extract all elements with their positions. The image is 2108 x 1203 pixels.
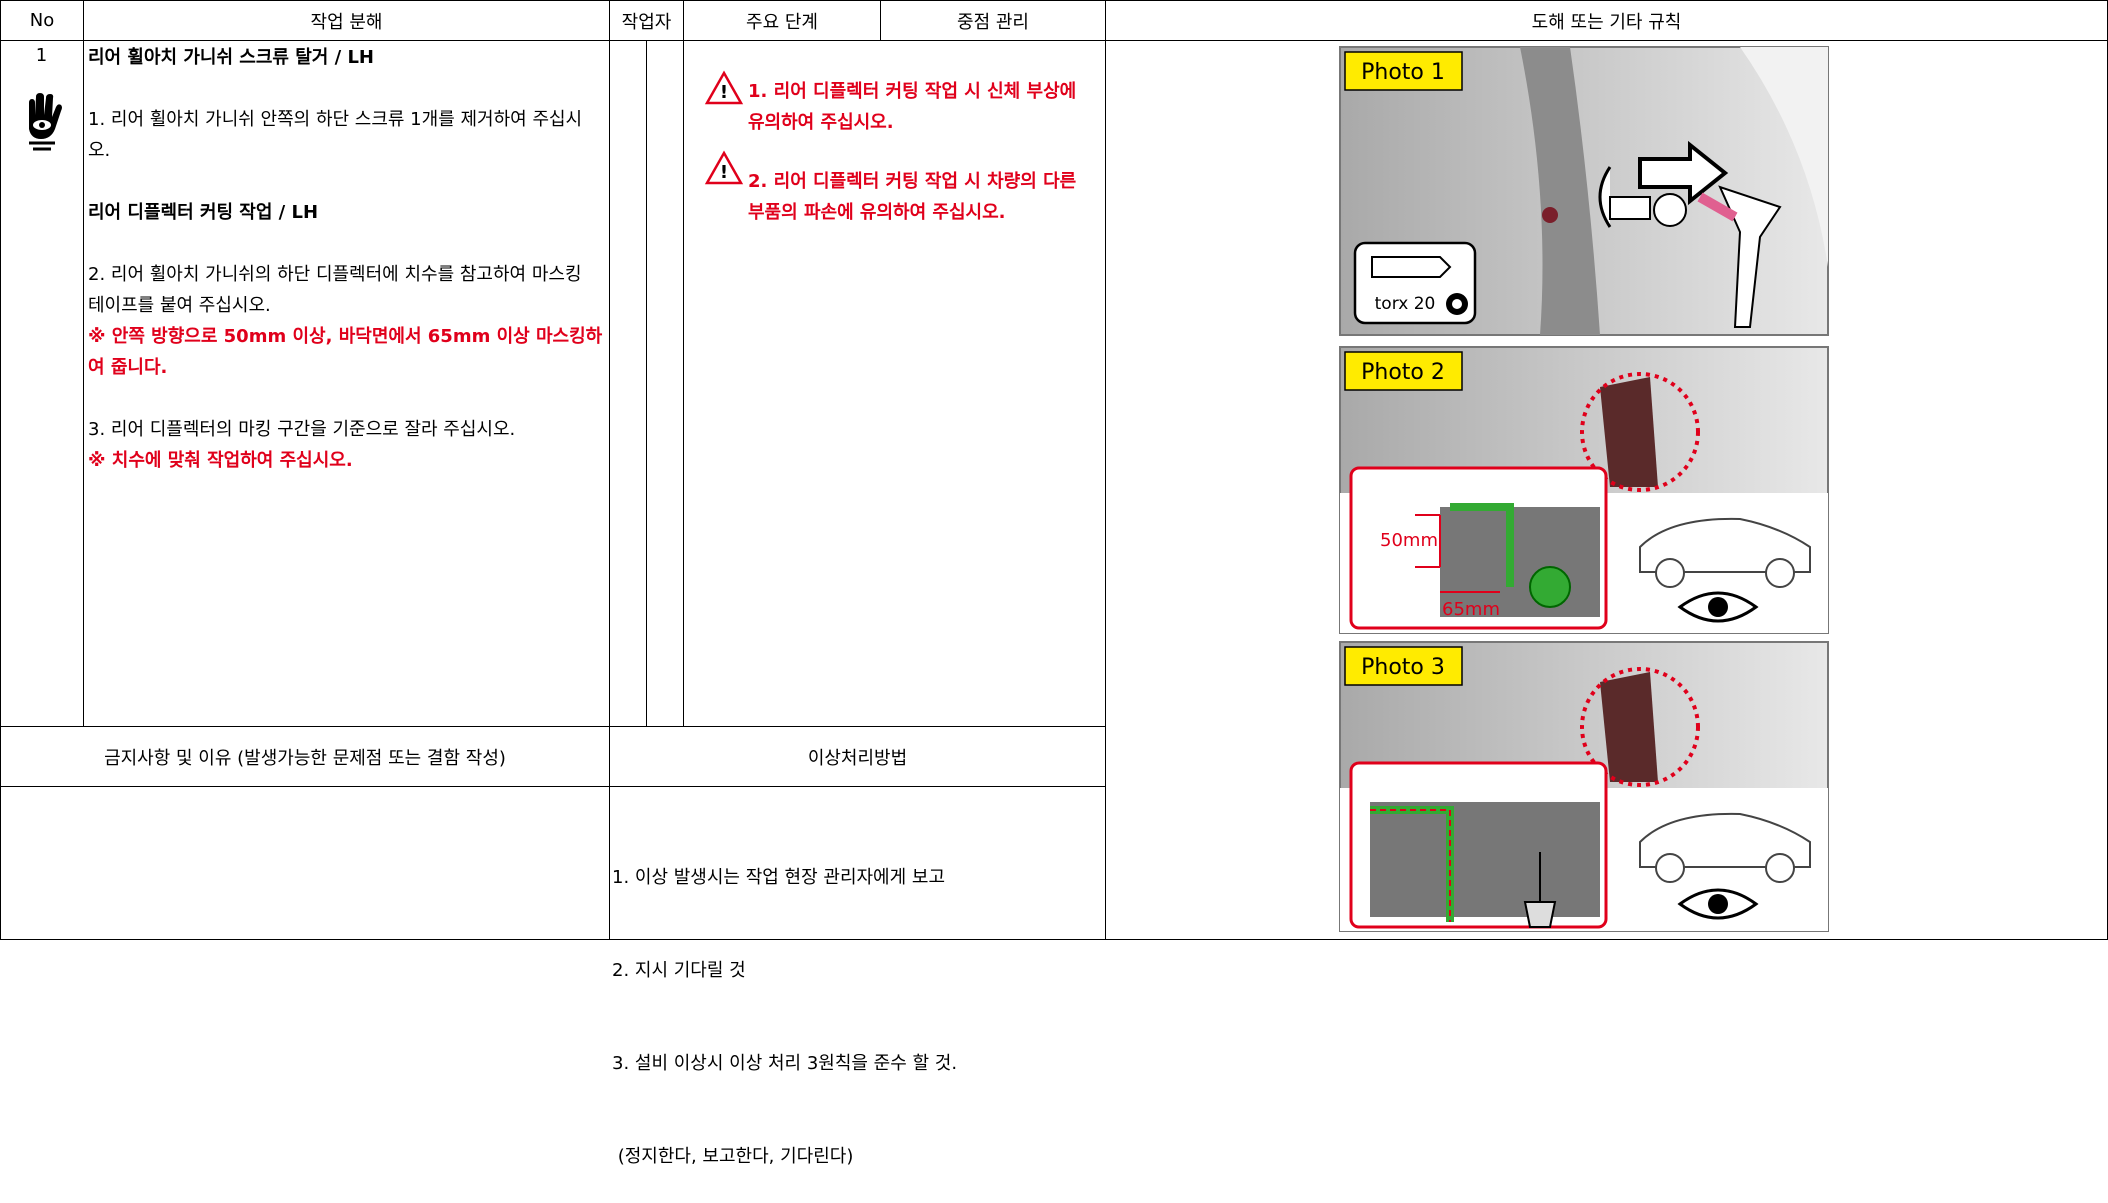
header-focus: 중점 관리 bbox=[880, 0, 1106, 41]
task-title: 리어 휠아치 가니쉬 스크류 탈거 / LH bbox=[88, 47, 374, 68]
step-no: 1 bbox=[35, 45, 48, 66]
abnormal-line: (정지한다, 보고한다, 기다린다) bbox=[612, 1146, 854, 1167]
task-note: ※ 치수에 맞춰 작업하여 주십시오. bbox=[88, 450, 353, 471]
header-worker: 작업자 bbox=[609, 0, 684, 41]
hand-icon bbox=[29, 93, 62, 151]
task-note: ※ 안쪽 방향으로 50mm 이상, 바닥면에서 65mm 이상 마스킹하여 줍… bbox=[88, 326, 603, 378]
task-line: 1. 리어 휠아치 가니쉬 안쪽의 하단 스크류 1개를 제거하여 주십시오. bbox=[88, 109, 583, 161]
task-line: 2. 리어 휠아치 가니쉬의 하단 디플렉터에 치수를 참고하여 마스킹 테이프… bbox=[88, 264, 582, 316]
no-cell: 1 bbox=[0, 40, 84, 727]
key-focus-cell bbox=[683, 40, 1106, 727]
abnormal-list: 1. 이상 발생시는 작업 현장 관리자에게 보고 2. 지시 기다릴 것 3.… bbox=[612, 800, 957, 1203]
svg-text:!: ! bbox=[720, 82, 728, 103]
warning-icon: ! bbox=[704, 70, 744, 105]
abnormal-header: 이상처리방법 bbox=[609, 726, 1106, 787]
task-line: 3. 리어 디플렉터의 마킹 구간을 기준으로 잘라 주십시오. bbox=[88, 419, 516, 440]
prohibited-cell bbox=[0, 786, 610, 940]
warning-icon: ! bbox=[704, 150, 744, 185]
page: No 작업 분해 작업자 주요 단계 중점 관리 도해 또는 기타 규칙 1 리… bbox=[0, 0, 2108, 1167]
warning-text: 2. 리어 디플렉터 커팅 작업 시 차량의 다른 부품의 파손에 유의하여 주… bbox=[748, 171, 1077, 223]
header-task: 작업 분해 bbox=[83, 0, 610, 41]
illustration-cell bbox=[1105, 40, 2108, 940]
svg-text:!: ! bbox=[720, 162, 728, 183]
task-title: 리어 디플렉터 커팅 작업 / LH bbox=[88, 202, 319, 223]
task-text: 리어 휠아치 가니쉬 스크류 탈거 / LH 1. 리어 휠아치 가니쉬 안쪽의… bbox=[88, 42, 603, 476]
abnormal-line: 1. 이상 발생시는 작업 현장 관리자에게 보고 bbox=[612, 867, 946, 888]
abnormal-line: 2. 지시 기다릴 것 bbox=[612, 960, 746, 981]
worker-cell bbox=[609, 40, 647, 727]
header-illustration: 도해 또는 기타 규칙 bbox=[1105, 0, 2108, 41]
prohibited-header: 금지사항 및 이유 (발생가능한 문제점 또는 결함 작성) bbox=[0, 726, 610, 787]
header-key-step: 주요 단계 bbox=[683, 0, 881, 41]
header-no: No bbox=[0, 0, 84, 41]
worker-cell bbox=[646, 40, 684, 727]
warning-text: 1. 리어 디플렉터 커팅 작업 시 신체 부상에 유의하여 주십시오. bbox=[748, 81, 1077, 133]
abnormal-line: 3. 설비 이상시 이상 처리 3원칙을 준수 할 것. bbox=[612, 1053, 958, 1074]
